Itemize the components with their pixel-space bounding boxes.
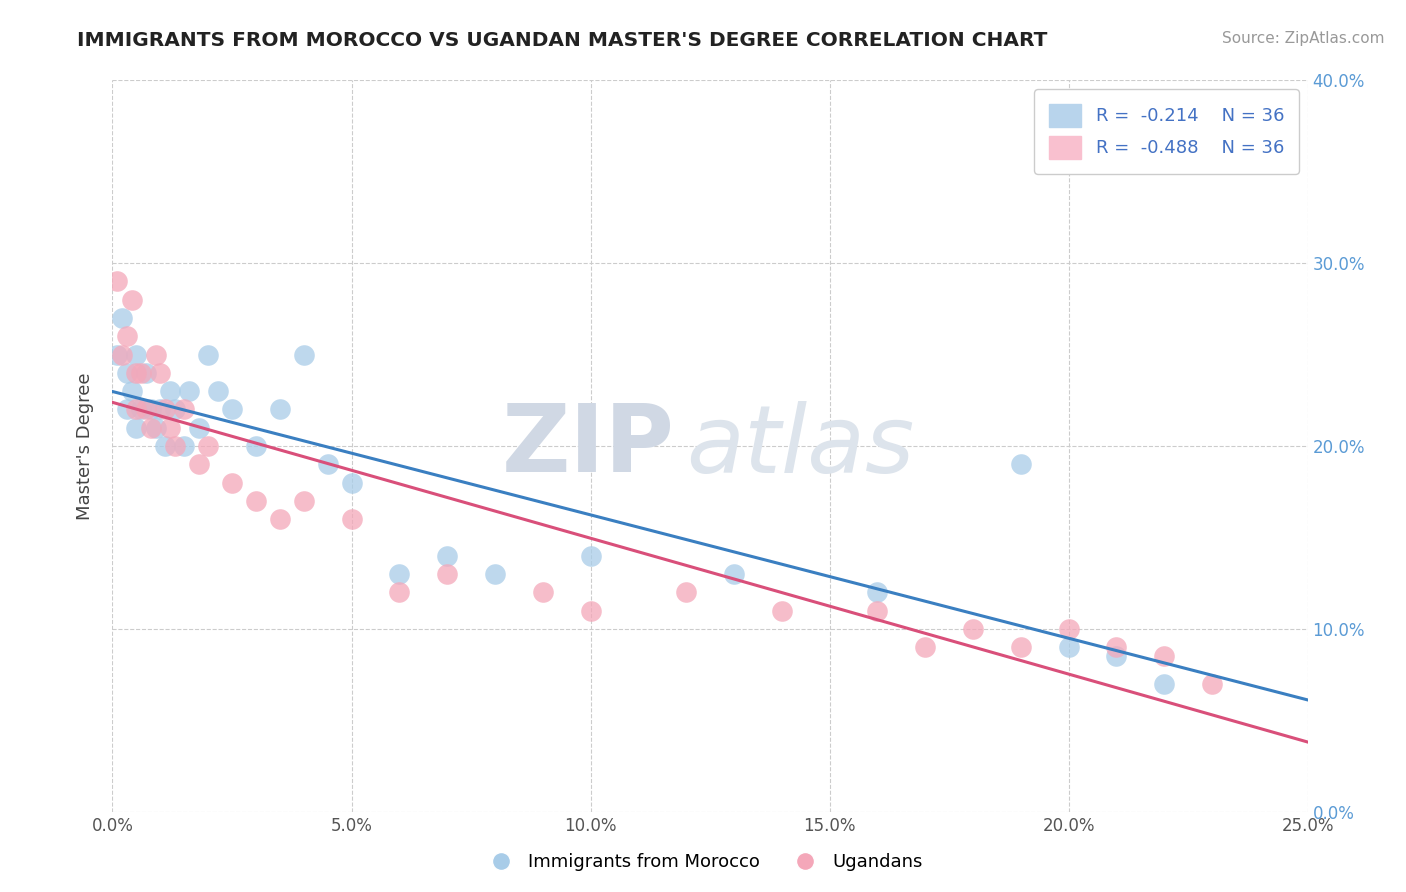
Point [129, 366, 152, 380]
Point [316, 457, 339, 471]
Point [153, 402, 176, 417]
Point [436, 549, 458, 563]
Point [340, 475, 363, 490]
Point [187, 457, 209, 471]
Point [1153, 676, 1175, 690]
Point [1057, 640, 1080, 655]
Point [129, 402, 152, 417]
Point [1153, 649, 1175, 664]
Point [187, 421, 209, 435]
Point [125, 347, 148, 362]
Point [111, 310, 134, 325]
Point [115, 329, 138, 343]
Point [115, 402, 138, 417]
Point [388, 585, 411, 599]
Point [484, 567, 506, 582]
Point [125, 366, 148, 380]
Point [153, 439, 176, 453]
Point [770, 603, 793, 617]
Text: Source: ZipAtlas.com: Source: ZipAtlas.com [1222, 31, 1385, 46]
Text: ZIP: ZIP [502, 400, 675, 492]
Point [105, 347, 128, 362]
Point [105, 275, 128, 289]
Point [139, 402, 162, 417]
Point [125, 421, 148, 435]
Point [149, 402, 172, 417]
Point [1105, 649, 1128, 664]
Point [221, 475, 243, 490]
Point [115, 366, 138, 380]
Point [1010, 457, 1032, 471]
Point [1057, 622, 1080, 636]
Point [866, 585, 889, 599]
Point [139, 421, 162, 435]
Point [1201, 676, 1223, 690]
Point [866, 603, 889, 617]
Point [121, 384, 143, 398]
Point [245, 494, 267, 508]
Point [207, 384, 229, 398]
Legend: R =  -0.214    N = 36, R =  -0.488    N = 36: R = -0.214 N = 36, R = -0.488 N = 36 [1035, 89, 1299, 174]
Point [163, 402, 186, 417]
Point [125, 402, 148, 417]
Text: atlas: atlas [686, 401, 914, 491]
Point [245, 439, 267, 453]
Point [579, 603, 602, 617]
Point [292, 494, 315, 508]
Point [197, 347, 219, 362]
Point [145, 347, 167, 362]
Point [436, 567, 458, 582]
Point [135, 402, 157, 417]
Point [111, 347, 134, 362]
Point [675, 585, 697, 599]
Point [340, 512, 363, 526]
Point [723, 567, 745, 582]
Y-axis label: Master's Degree: Master's Degree [76, 372, 94, 520]
Point [579, 549, 602, 563]
Point [269, 512, 291, 526]
Point [1010, 640, 1032, 655]
Point [173, 402, 195, 417]
Point [149, 366, 172, 380]
Point [292, 347, 315, 362]
Point [221, 402, 243, 417]
Point [269, 402, 291, 417]
Point [531, 585, 554, 599]
Point [159, 421, 181, 435]
Point [121, 293, 143, 307]
Point [388, 567, 411, 582]
Point [145, 421, 167, 435]
Point [177, 384, 200, 398]
Point [914, 640, 936, 655]
Point [962, 622, 984, 636]
Point [1105, 640, 1128, 655]
Point [159, 384, 181, 398]
Point [163, 439, 186, 453]
Legend: Immigrants from Morocco, Ugandans: Immigrants from Morocco, Ugandans [477, 847, 929, 879]
Text: IMMIGRANTS FROM MOROCCO VS UGANDAN MASTER'S DEGREE CORRELATION CHART: IMMIGRANTS FROM MOROCCO VS UGANDAN MASTE… [77, 31, 1047, 50]
Point [135, 366, 157, 380]
Point [197, 439, 219, 453]
Point [173, 439, 195, 453]
